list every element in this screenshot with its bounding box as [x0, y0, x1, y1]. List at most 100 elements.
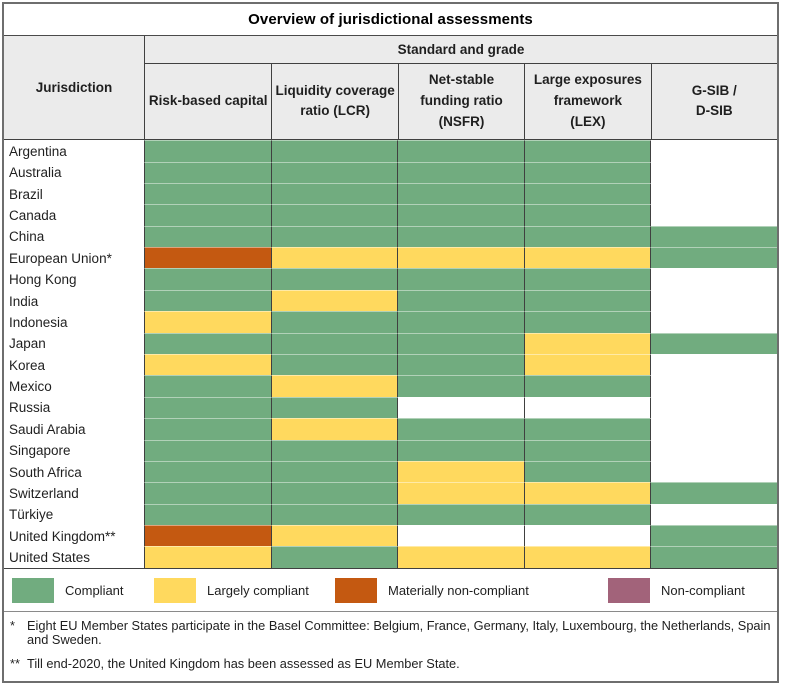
table-row: Russia — [4, 396, 777, 419]
jurisdiction-label: Türkiye — [4, 503, 144, 526]
grade-cell — [270, 525, 398, 547]
grade-cell — [144, 225, 271, 248]
grade-cell — [270, 140, 398, 162]
legend-label: Materially non-compliant — [388, 582, 529, 598]
grade-cell — [144, 354, 271, 376]
grade-cell — [650, 225, 777, 248]
jurisdiction-label: Indonesia — [4, 311, 144, 333]
grade-cell — [270, 247, 398, 269]
grade-cell — [650, 503, 777, 526]
table-row: Mexico — [4, 375, 777, 397]
grade-cell — [650, 247, 777, 269]
figure-title: Overview of jurisdictional assessments — [248, 10, 533, 28]
grade-cell — [397, 161, 524, 183]
jurisdiction-label: Russia — [4, 396, 144, 419]
grade-cell — [144, 182, 271, 205]
grade-cell — [270, 204, 398, 226]
grade-cell — [397, 354, 524, 376]
grade-cell — [397, 332, 524, 355]
grade-cell — [144, 311, 271, 333]
grade-cell — [144, 525, 271, 547]
legend-label: Compliant — [65, 582, 124, 598]
grade-cell — [144, 439, 271, 461]
legend-item: Largely compliant — [154, 577, 309, 603]
legend-swatch — [12, 577, 54, 603]
legend-item: Materially non-compliant — [335, 577, 529, 603]
grade-cell — [270, 289, 398, 312]
grade-cell — [270, 396, 398, 419]
grade-cell — [397, 225, 524, 248]
grade-cell — [650, 418, 777, 440]
grade-cell — [144, 332, 271, 355]
grade-cell — [397, 204, 524, 226]
jurisdiction-label: Switzerland — [4, 482, 144, 504]
table-row: United States — [4, 546, 777, 568]
jurisdiction-label: Saudi Arabia — [4, 418, 144, 440]
grade-cell — [144, 418, 271, 440]
grade-cell — [523, 525, 651, 547]
grade-cell — [397, 460, 524, 483]
jurisdiction-label: Korea — [4, 354, 144, 376]
grade-cell — [523, 247, 651, 269]
table-row: Argentina — [4, 140, 777, 162]
grade-cell — [397, 247, 524, 269]
jurisdiction-label: Brazil — [4, 182, 144, 205]
table-row: Switzerland — [4, 482, 777, 504]
grade-cell — [650, 546, 777, 568]
grade-cell — [523, 332, 651, 355]
grade-cell — [523, 460, 651, 483]
jurisdiction-label: Canada — [4, 204, 144, 226]
standards-header-group: Standard and grade Risk-based capital Liq… — [144, 35, 777, 140]
grade-cell — [650, 268, 777, 290]
legend-swatch — [335, 577, 377, 603]
grade-cell — [144, 482, 271, 504]
legend-item: Non-compliant — [608, 577, 745, 603]
jurisdiction-label: South Africa — [4, 460, 144, 483]
jurisdiction-label: Singapore — [4, 439, 144, 461]
table-row: Canada — [4, 204, 777, 226]
grade-cell — [650, 311, 777, 333]
grade-cell — [397, 546, 524, 568]
column-header: Risk-based capital — [148, 92, 268, 108]
table-row: Indonesia — [4, 311, 777, 333]
column-header: G-SIB / D-SIB — [650, 63, 777, 140]
grade-cell — [523, 439, 651, 461]
footnote-text: Till end-2020, the United Kingdom has be… — [27, 655, 460, 671]
jurisdiction-column-header: Jurisdiction — [35, 79, 113, 95]
grade-cell — [397, 503, 524, 526]
footnote: * Eight EU Member States participate in t… — [10, 617, 771, 647]
grade-cell — [270, 225, 398, 248]
legend-swatch — [154, 577, 196, 603]
legend-swatch — [608, 577, 650, 603]
grade-cell — [144, 503, 271, 526]
standard-and-grade-header: Standard and grade — [145, 36, 777, 64]
table-row: Japan — [4, 332, 777, 355]
grade-cell — [650, 396, 777, 419]
jurisdiction-label: Argentina — [4, 140, 144, 162]
legend-label: Largely compliant — [207, 582, 309, 598]
grade-cell — [397, 289, 524, 312]
table-row: India — [4, 289, 777, 312]
grade-cell — [397, 396, 524, 419]
grade-cell — [523, 204, 651, 226]
footnote-marker: ** — [10, 655, 20, 671]
jurisdiction-label: Mexico — [4, 375, 144, 397]
legend-item: Compliant — [12, 577, 124, 603]
grade-cell — [397, 439, 524, 461]
grade-cell — [397, 375, 524, 397]
grade-cell — [144, 546, 271, 568]
grade-cell — [144, 396, 271, 419]
table-row: Singapore — [4, 439, 777, 461]
footnote-text: Eight EU Member States participate in th… — [27, 617, 771, 647]
grade-cell — [523, 161, 651, 183]
grade-cell — [144, 161, 271, 183]
grade-cell — [650, 161, 777, 183]
footnote-marker: * — [10, 617, 15, 633]
grade-cell — [270, 375, 398, 397]
grade-cell — [144, 289, 271, 312]
grade-cell — [144, 247, 271, 269]
legend-label: Non-compliant — [661, 582, 745, 598]
grade-cell — [270, 546, 398, 568]
grade-cell — [270, 439, 398, 461]
grade-cell — [144, 375, 271, 397]
